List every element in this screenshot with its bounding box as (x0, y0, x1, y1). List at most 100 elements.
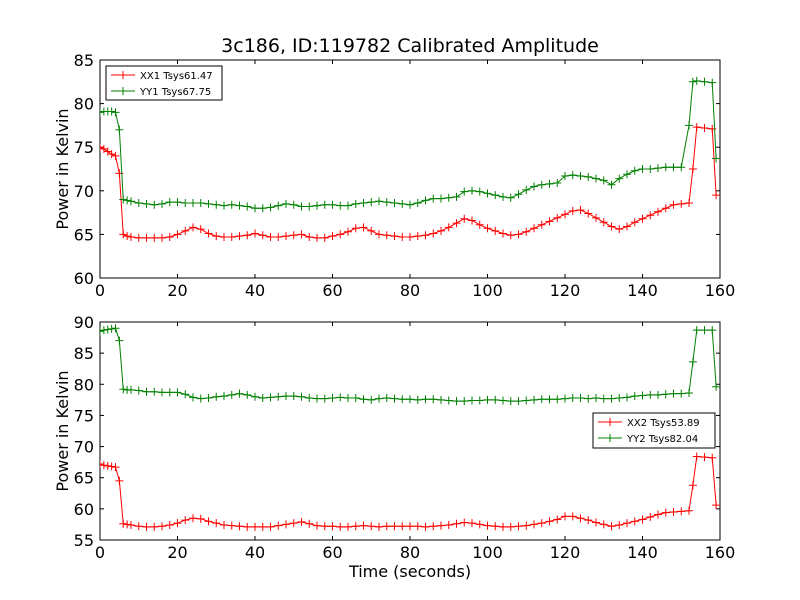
x-tick-label: 40 (245, 281, 265, 300)
data-point (568, 171, 577, 180)
data-point (274, 392, 283, 401)
data-point (475, 220, 484, 229)
data-point (475, 520, 484, 529)
data-point (638, 165, 647, 173)
data-point (708, 453, 717, 462)
data-point (654, 390, 662, 399)
data-point (514, 522, 523, 531)
data-point (685, 506, 693, 515)
data-point (313, 201, 321, 210)
data-point (522, 227, 531, 236)
data-point (522, 521, 531, 530)
legend-label: YY2 Tsys82.04 (626, 434, 698, 445)
data-point (173, 230, 182, 239)
data-point (235, 232, 244, 241)
data-point (165, 198, 174, 207)
data-point (576, 171, 585, 180)
data-point (491, 522, 500, 531)
data-point (328, 232, 337, 241)
y-tick-label: 80 (74, 375, 94, 394)
data-point (274, 233, 283, 242)
data-point (115, 476, 124, 485)
data-point (251, 229, 259, 238)
data-point (150, 387, 159, 396)
data-point (685, 389, 693, 398)
data-point (669, 389, 678, 398)
data-point (204, 229, 213, 238)
data-point (452, 192, 461, 201)
data-point (390, 199, 399, 208)
data-point (367, 226, 376, 235)
data-point (344, 201, 352, 210)
data-point (212, 232, 221, 241)
data-point (204, 393, 213, 402)
data-point (258, 522, 267, 531)
data-point (429, 395, 438, 404)
data-point (142, 233, 151, 242)
data-point (100, 460, 104, 469)
data-point (181, 390, 190, 399)
data-point (367, 198, 376, 207)
x-axis-label: Time (seconds) (348, 562, 471, 581)
data-point (212, 200, 221, 209)
data-point (499, 192, 507, 201)
y-tick-label: 60 (74, 500, 94, 519)
series-yy2 (100, 324, 720, 406)
data-point (692, 76, 701, 85)
data-point (227, 200, 236, 209)
data-point (406, 200, 414, 209)
data-point (100, 327, 104, 336)
data-point (111, 463, 120, 472)
data-point (150, 200, 159, 209)
data-point (607, 522, 616, 531)
data-point (692, 123, 701, 132)
data-point (429, 229, 438, 238)
x-tick-label: 120 (550, 543, 581, 562)
data-point (677, 507, 686, 516)
data-point (282, 392, 290, 401)
data-point (289, 519, 298, 528)
data-point (220, 201, 228, 210)
data-point (305, 519, 314, 528)
data-point (107, 462, 116, 471)
data-point (204, 517, 213, 526)
data-point (196, 394, 205, 403)
data-point (685, 199, 693, 208)
data-point (623, 170, 631, 179)
x-tick-label: 60 (322, 543, 342, 562)
data-point (630, 392, 639, 401)
data-point (692, 452, 701, 461)
data-point (421, 231, 430, 240)
legend: XX1 Tsys61.47 YY1 Tsys67.75 (105, 65, 223, 101)
data-point (530, 395, 538, 404)
data-point (173, 388, 182, 397)
data-point (390, 522, 399, 531)
data-point (107, 324, 116, 333)
data-point (189, 199, 197, 208)
data-point (692, 326, 701, 335)
data-point (646, 165, 655, 173)
data-point (243, 390, 252, 399)
data-point (158, 388, 166, 397)
data-point (599, 394, 608, 403)
x-tick-label: 160 (705, 281, 736, 300)
data-point (189, 223, 197, 232)
data-point (615, 225, 624, 234)
data-point (599, 218, 608, 227)
data-point (514, 190, 523, 199)
data-point (235, 389, 244, 398)
data-point (514, 397, 523, 406)
data-point (100, 108, 104, 117)
data-point (545, 179, 554, 188)
data-point (127, 521, 135, 530)
legend-box (105, 65, 223, 101)
legend-label: XX1 Tsys61.47 (140, 71, 213, 82)
data-point (460, 187, 469, 196)
series-xx2 (100, 452, 720, 531)
x-tick-label: 80 (400, 281, 420, 300)
data-point (421, 196, 430, 205)
data-point (107, 150, 116, 159)
data-point (266, 522, 275, 531)
data-point (282, 232, 290, 241)
